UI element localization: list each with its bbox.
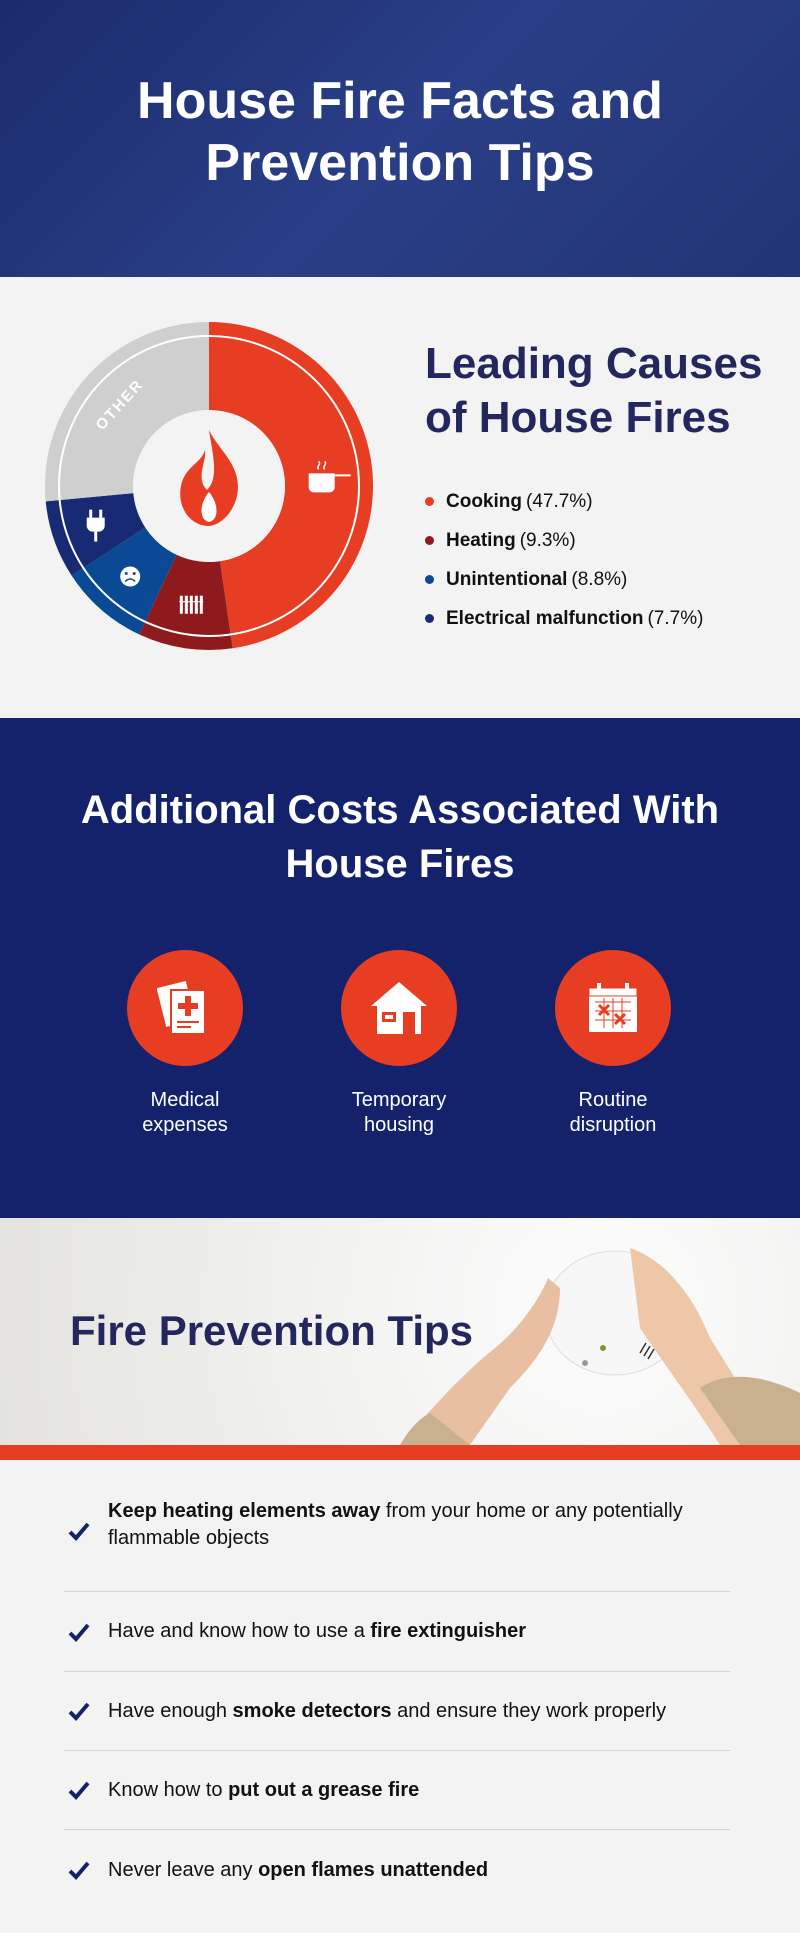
prevention-banner: Fire Prevention Tips <box>0 1218 800 1445</box>
tip-text: Have and know how to use a fire extingui… <box>108 1620 526 1642</box>
legend-item: Electrical malfunction (7.7%) <box>425 599 703 638</box>
legend-dot <box>425 575 434 584</box>
tip-text: Know how to put out a grease fire <box>108 1778 420 1801</box>
legend-label: Heating <box>446 529 516 551</box>
legend-value: (7.7%) <box>647 607 704 629</box>
legend-value: (47.7%) <box>526 490 593 512</box>
flame-icon <box>180 430 238 526</box>
cost-label: Routine disruption <box>569 1089 657 1136</box>
legend-dot <box>425 536 434 545</box>
legend-label: Unintentional <box>446 568 568 590</box>
smoke-detector-hands-image <box>400 1248 800 1445</box>
flame-inner <box>201 492 217 522</box>
cost-item-medical: Medical expenses <box>105 950 265 1138</box>
legend-value: (8.8%) <box>571 568 628 590</box>
chart-legend: Cooking (47.7%) Heating (9.3%) Unintention… <box>425 482 703 638</box>
cooking-pot-icon <box>308 460 351 493</box>
legend-item: Cooking (47.7%) <box>425 482 703 521</box>
costs-title: Additional Costs Associated With House F… <box>80 788 720 886</box>
tip-text: Have enough smoke detectors and ensure t… <box>108 1699 667 1722</box>
donut-hole <box>133 410 285 562</box>
cost-label: Medical expenses <box>142 1089 228 1136</box>
causes-title: Leading Causes of House Fires <box>425 339 763 442</box>
donut-chart: OTHER <box>44 322 373 650</box>
legend-dot <box>425 614 434 623</box>
tip-text: Never leave any open flames unattended <box>108 1858 489 1881</box>
checkmark-icon <box>68 1860 90 1888</box>
slice-other <box>44 322 209 502</box>
slice-cooking <box>209 322 373 649</box>
checkmark-icon <box>68 1622 90 1650</box>
cost-item-routine: Routine disruption <box>533 950 693 1138</box>
tip-item: Never leave any open flames unattended <box>64 1830 730 1910</box>
tip-item: Have and know how to use a fire extingui… <box>64 1592 730 1672</box>
tip-item: Keep heating elements away from your hom… <box>64 1470 730 1592</box>
checkmark-icon <box>68 1521 90 1549</box>
house-icon <box>341 950 457 1066</box>
legend-dot <box>425 497 434 506</box>
page-title: House Fire Facts and Prevention Tips <box>137 72 663 192</box>
header-banner: House Fire Facts and Prevention Tips <box>0 0 800 277</box>
prevention-title: Fire Prevention Tips <box>70 1307 473 1354</box>
cost-label: Temporary housing <box>351 1089 447 1136</box>
checkmark-icon <box>68 1780 90 1808</box>
legend-value: (9.3%) <box>519 529 576 551</box>
legend-label: Electrical malfunction <box>446 607 644 629</box>
plug-icon <box>86 509 105 542</box>
cost-item-housing: Temporary housing <box>319 950 479 1138</box>
tip-text: Keep heating elements away from your hom… <box>108 1499 683 1549</box>
inner-ring <box>58 335 360 637</box>
red-divider <box>0 1445 800 1460</box>
calendar-x-icon <box>555 950 671 1066</box>
tips-list: Keep heating elements away from your hom… <box>64 1470 730 1910</box>
leading-causes-section: OTHER Leading Causes of House Fires Cook… <box>0 277 800 718</box>
legend-item: Heating (9.3%) <box>425 521 703 560</box>
legend-item: Unintentional (8.8%) <box>425 560 703 599</box>
tip-item: Know how to put out a grease fire <box>64 1751 730 1830</box>
legend-label: Cooking <box>446 490 522 512</box>
tip-item: Have enough smoke detectors and ensure t… <box>64 1672 730 1751</box>
sad-face-icon <box>120 566 141 587</box>
additional-costs-section: Additional Costs Associated With House F… <box>0 718 800 1218</box>
radiator-icon <box>179 595 204 614</box>
checkmark-icon <box>68 1701 90 1729</box>
medical-document-icon <box>127 950 243 1066</box>
